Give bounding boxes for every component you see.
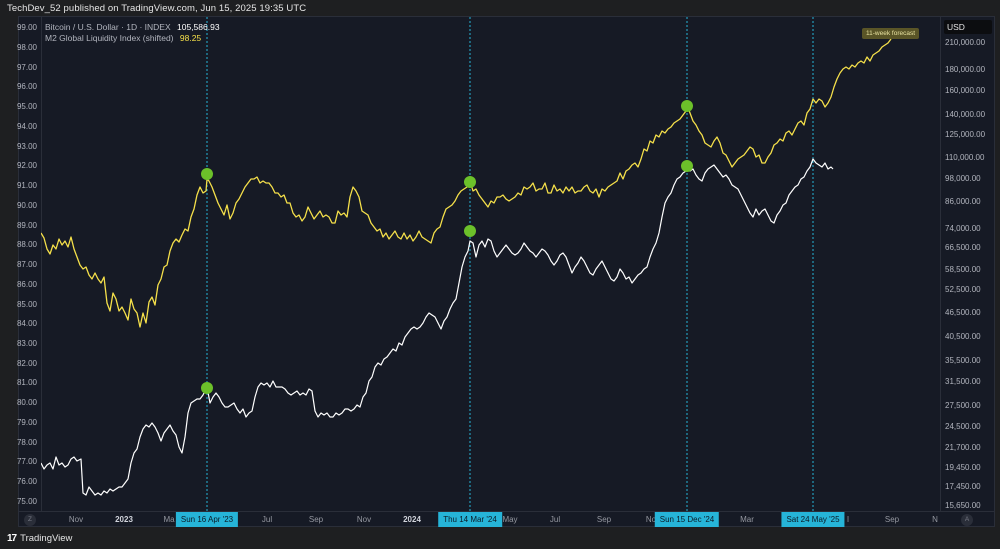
right-axis-tick: 98,000.00 xyxy=(945,174,981,183)
right-axis-tick: 21,700.00 xyxy=(945,443,981,452)
right-axis-tick: 86,000.00 xyxy=(945,197,981,206)
right-price-axis[interactable]: USD 210,000.00 180,000.00 160,000.00 140… xyxy=(940,17,996,511)
time-tick: Nov xyxy=(68,515,84,524)
chart-legend: Bitcoin / U.S. Dollar · 1D · INDEX 105,5… xyxy=(45,22,220,44)
time-tick: May xyxy=(502,515,518,524)
left-axis-tick: 84.00 xyxy=(16,319,37,328)
right-axis-tick: 125,000.00 xyxy=(945,130,986,139)
left-axis-tick: 78.00 xyxy=(16,438,37,447)
marker-btc-dec24 xyxy=(681,160,693,172)
auto-scale-right-button[interactable]: A xyxy=(961,514,973,526)
time-tick-year: 2023 xyxy=(115,515,133,524)
left-axis-tick: 87.00 xyxy=(16,260,37,269)
right-axis-tick: 17,450.00 xyxy=(945,482,981,491)
time-tick: l xyxy=(847,515,849,524)
time-tick: Sep xyxy=(596,515,612,524)
right-axis-tick: 24,500.00 xyxy=(945,422,981,431)
tradingview-logo-icon: 17 xyxy=(7,533,17,544)
legend-btc-value: 105,586.93 xyxy=(177,22,220,32)
right-axis-tick: 180,000.00 xyxy=(945,65,986,74)
left-price-axis[interactable]: 99.00 98.00 97.00 96.00 95.00 94.00 93.0… xyxy=(17,17,42,511)
auto-scale-left-button[interactable]: Z xyxy=(24,514,36,526)
chart-frame[interactable]: 99.00 98.00 97.00 96.00 95.00 94.00 93.0… xyxy=(17,16,996,528)
right-axis-tick: 140,000.00 xyxy=(945,110,986,119)
time-axis[interactable]: Z Nov 2023 Ma Jul Sep Nov 2024 May Jul S… xyxy=(19,511,995,528)
left-axis-tick: 94.00 xyxy=(16,122,37,131)
left-axis-tick: 75.00 xyxy=(16,497,37,506)
time-tick: Sep xyxy=(884,515,900,524)
date-label-dec24: Sun 15 Dec '24 xyxy=(654,512,720,527)
right-axis-tick: 74,000.00 xyxy=(945,224,981,233)
right-axis-tick: 66,500.00 xyxy=(945,243,981,252)
left-axis-tick: 86.00 xyxy=(16,280,37,289)
marker-m2-dec24 xyxy=(681,100,693,112)
legend-m2-row[interactable]: M2 Global Liquidity Index (shifted) 98.2… xyxy=(45,33,220,44)
time-tick-year: 2024 xyxy=(403,515,421,524)
right-axis-tick: 40,500.00 xyxy=(945,332,981,341)
brand-name: TradingView xyxy=(20,533,73,544)
time-tick: No xyxy=(645,515,657,524)
signal-markers xyxy=(201,100,693,394)
time-tick: Sep xyxy=(308,515,324,524)
right-axis-tick: 52,500.00 xyxy=(945,285,981,294)
right-axis-tick: 160,000.00 xyxy=(945,86,986,95)
left-axis-tick: 88.00 xyxy=(16,240,37,249)
left-axis-tick: 91.00 xyxy=(16,181,37,190)
left-axis-tick: 83.00 xyxy=(16,339,37,348)
marker-btc-mar24 xyxy=(464,225,476,237)
left-axis-tick: 92.00 xyxy=(16,161,37,170)
left-axis-tick: 76.00 xyxy=(16,477,37,486)
publisher-caption: TechDev_52 published on TradingView.com,… xyxy=(7,3,307,14)
right-axis-tick: 15,650.00 xyxy=(945,501,981,510)
date-label-mar24: Thu 14 Mar '24 xyxy=(438,512,502,527)
left-axis-tick: 80.00 xyxy=(16,398,37,407)
marker-btc-apr23 xyxy=(201,382,213,394)
left-axis-tick: 79.00 xyxy=(16,418,37,427)
m2-liquidity-line xyxy=(41,38,892,328)
legend-m2-value: 98.25 xyxy=(179,33,202,43)
marker-m2-mar24 xyxy=(464,176,476,188)
right-axis-tick: 35,500.00 xyxy=(945,356,981,365)
right-axis-tick: 110,000.00 xyxy=(945,153,985,162)
left-axis-tick: 81.00 xyxy=(16,378,37,387)
marker-m2-apr23 xyxy=(201,168,213,180)
right-axis-tick: 19,450.00 xyxy=(945,463,981,472)
left-axis-tick: 93.00 xyxy=(16,142,37,151)
legend-btc-row[interactable]: Bitcoin / U.S. Dollar · 1D · INDEX 105,5… xyxy=(45,22,220,33)
date-label-apr23: Sun 16 Apr '23 xyxy=(175,512,239,527)
left-axis-tick: 85.00 xyxy=(16,300,37,309)
forecast-annotation[interactable]: 11-week forecast xyxy=(862,28,920,39)
right-axis-tick: 58,500.00 xyxy=(945,265,981,274)
time-tick: Jul xyxy=(549,515,561,524)
date-markers xyxy=(206,17,814,511)
legend-m2-label: M2 Global Liquidity Index (shifted) xyxy=(45,33,174,43)
legend-btc-label: Bitcoin / U.S. Dollar · 1D · INDEX xyxy=(45,22,171,32)
time-tick: N xyxy=(932,515,938,524)
left-axis-tick: 99.00 xyxy=(16,23,37,32)
left-axis-tick: 90.00 xyxy=(16,201,37,210)
time-tick: Mar xyxy=(740,515,754,524)
left-axis-tick: 96.00 xyxy=(16,82,37,91)
footer-branding[interactable]: 17 TradingView xyxy=(7,533,72,544)
left-axis-tick: 77.00 xyxy=(16,457,37,466)
right-axis-tick: 46,500.00 xyxy=(945,308,981,317)
left-axis-tick: 95.00 xyxy=(16,102,37,111)
currency-label[interactable]: USD xyxy=(944,20,992,34)
right-axis-tick: 210,000.00 xyxy=(945,38,986,47)
left-axis-tick: 82.00 xyxy=(16,359,37,368)
left-axis-tick: 98.00 xyxy=(16,43,37,52)
date-label-may25: Sat 24 May '25 xyxy=(781,512,845,527)
time-tick: Ma xyxy=(163,515,175,524)
right-axis-tick: 27,500.00 xyxy=(945,401,981,410)
left-axis-tick: 89.00 xyxy=(16,221,37,230)
left-axis-tick: 97.00 xyxy=(16,63,37,72)
bitcoin-price-line xyxy=(41,158,834,496)
time-tick: Jul xyxy=(261,515,273,524)
time-tick: Nov xyxy=(356,515,372,524)
price-chart-plot[interactable] xyxy=(41,17,940,511)
right-axis-tick: 31,500.00 xyxy=(945,377,981,386)
